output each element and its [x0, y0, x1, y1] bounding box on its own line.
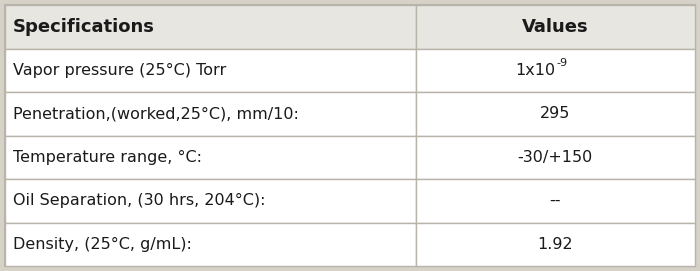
Text: Vapor pressure (25°C) Torr: Vapor pressure (25°C) Torr	[13, 63, 226, 78]
Text: -30/+150: -30/+150	[517, 150, 593, 165]
Bar	[416, 49, 695, 92]
Bar	[5, 222, 416, 266]
Bar	[416, 179, 695, 222]
Text: Specifications: Specifications	[13, 18, 155, 36]
Bar	[416, 5, 695, 49]
Text: 1.92: 1.92	[538, 237, 573, 252]
Text: -9: -9	[556, 58, 568, 68]
Text: 295: 295	[540, 106, 570, 121]
Bar	[5, 49, 416, 92]
Bar	[416, 222, 695, 266]
Bar	[5, 5, 416, 49]
Bar	[416, 136, 695, 179]
Text: Oil Separation, (30 hrs, 204°C):: Oil Separation, (30 hrs, 204°C):	[13, 193, 265, 208]
Text: 1x10: 1x10	[515, 63, 555, 78]
Text: Values: Values	[522, 18, 589, 36]
Bar	[416, 92, 695, 136]
Bar	[5, 136, 416, 179]
Text: Density, (25°C, g/mL):: Density, (25°C, g/mL):	[13, 237, 192, 252]
Text: Temperature range, °C:: Temperature range, °C:	[13, 150, 202, 165]
Bar	[5, 179, 416, 222]
Text: --: --	[550, 193, 561, 208]
Bar	[5, 92, 416, 136]
Text: Penetration,(worked,25°C), mm/10:: Penetration,(worked,25°C), mm/10:	[13, 106, 299, 121]
